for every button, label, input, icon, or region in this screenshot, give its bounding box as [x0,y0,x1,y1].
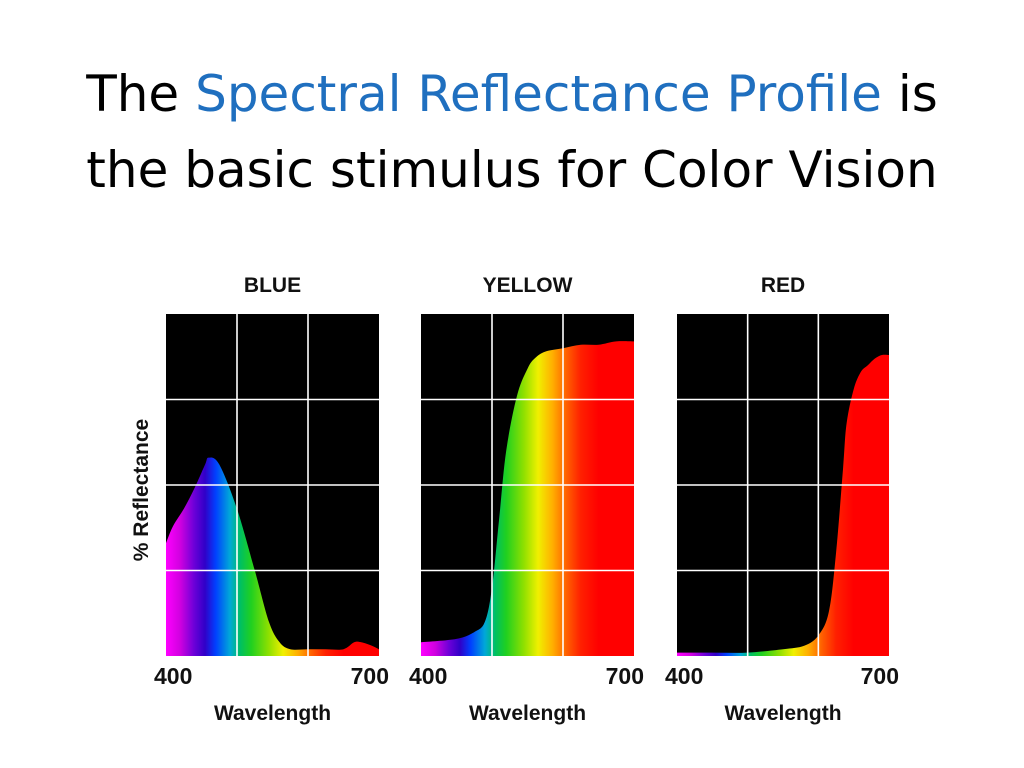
x-tick-label-start: 400 [154,663,192,689]
title-line-2: the basic stimulus for Color Vision [86,141,938,199]
panel-red: RED 400 700 Wavelength [665,274,899,725]
y-axis-label: % Reflectance [130,419,153,561]
x-tick-label-start: 400 [409,663,447,689]
title-part-2: is [881,65,938,123]
slide-title: The Spectral Reflectance Profile is the b… [0,56,1024,208]
panel-title: YELLOW [483,274,573,297]
x-axis-label: Wavelength [469,702,586,725]
title-highlight: Spectral Reflectance Profile [195,65,882,123]
x-tick-label-end: 700 [606,663,644,689]
panel-blue: BLUE 400 700 Wavelength % Reflectance [130,274,389,725]
x-tick-label-end: 700 [861,663,899,689]
reflectance-area-red [677,354,889,656]
x-tick-label-start: 400 [665,663,703,689]
x-axis-label: Wavelength [724,702,841,725]
panel-title: RED [761,274,805,297]
reflectance-area-blue [166,457,379,656]
reflectance-area-yellow [421,341,634,656]
title-part-1: The [86,65,196,123]
panel-yellow: YELLOW 400 700 Wavelength [409,274,644,725]
x-axis-label: Wavelength [214,702,331,725]
x-tick-label-end: 700 [351,663,389,689]
panel-title: BLUE [244,274,301,297]
